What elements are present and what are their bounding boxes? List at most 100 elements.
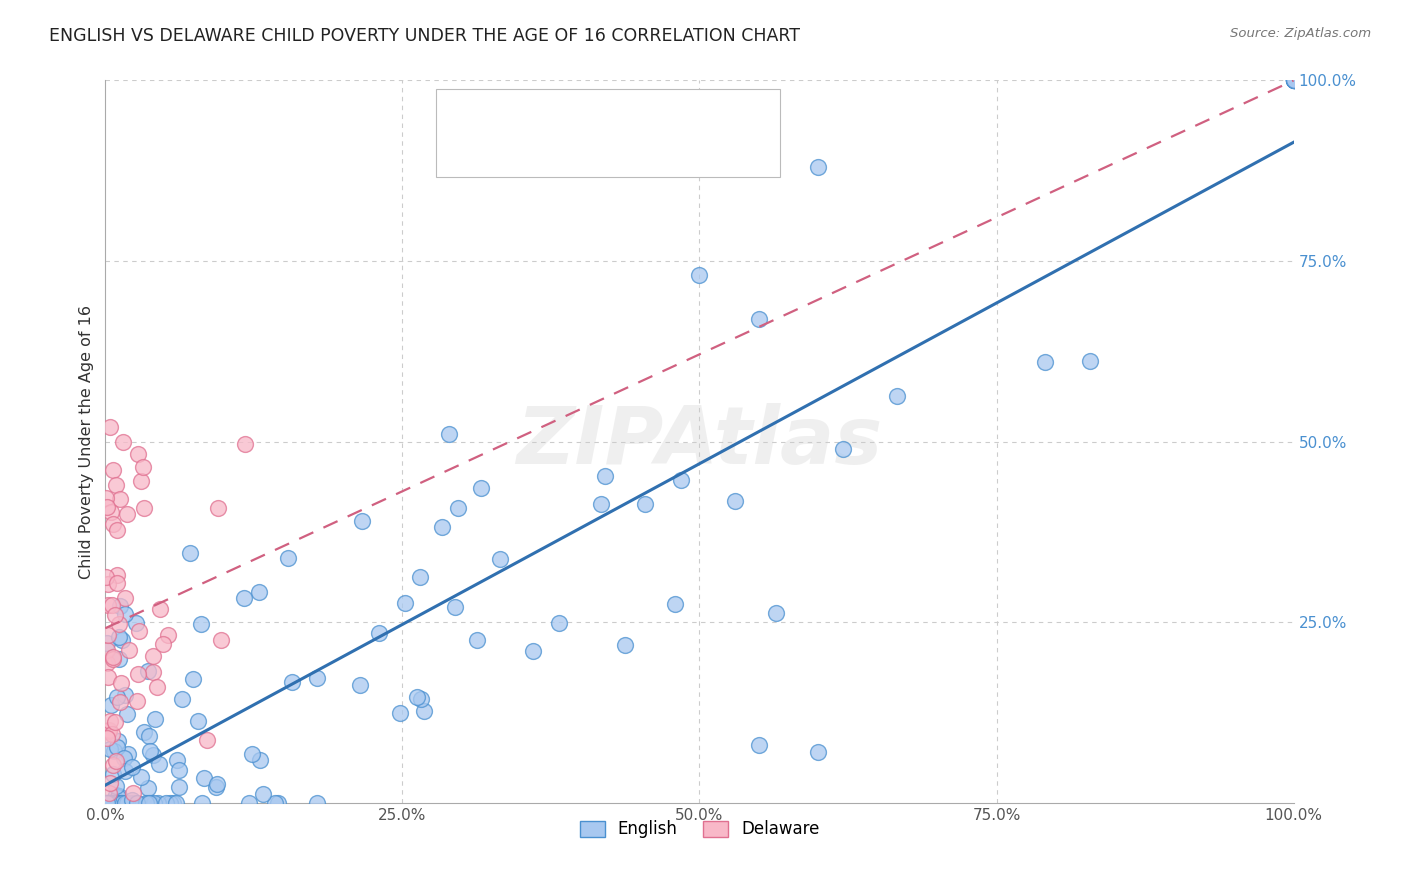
Point (105, 796, 128, 810)
Text: R =: R = (494, 141, 533, 159)
Point (155, 796, 177, 810)
Point (105, 478, 128, 492)
Point (107, 733, 129, 747)
Point (117, 796, 139, 810)
Point (148, 756, 170, 771)
Point (136, 665, 159, 679)
Point (100, 796, 122, 810)
Point (1282, 73, 1305, 87)
Point (107, 790, 129, 805)
Point (103, 796, 125, 810)
Point (139, 744, 162, 758)
Point (595, 468, 617, 483)
Point (96, 796, 118, 810)
Point (103, 652, 125, 666)
Point (1282, 73, 1305, 87)
Point (136, 796, 159, 810)
Point (1282, 73, 1305, 87)
Point (405, 690, 427, 705)
Point (886, 389, 908, 403)
Point (209, 633, 232, 648)
Point (264, 796, 287, 810)
Point (165, 796, 187, 810)
Point (108, 789, 131, 804)
Point (388, 706, 411, 720)
Point (111, 796, 134, 810)
Point (156, 627, 179, 641)
Point (138, 796, 160, 810)
Point (114, 796, 136, 810)
Point (101, 767, 124, 781)
Point (352, 515, 374, 529)
Point (97, 628, 120, 642)
Point (104, 754, 127, 768)
Point (105, 523, 128, 537)
Point (249, 753, 271, 767)
Point (267, 796, 290, 810)
Point (664, 597, 686, 611)
Point (97, 724, 120, 739)
Point (1282, 73, 1305, 87)
Point (98, 776, 121, 790)
Point (96, 500, 118, 514)
Point (121, 792, 143, 806)
Point (146, 680, 169, 694)
Point (232, 591, 254, 606)
Text: ENGLISH VS DELAWARE CHILD POVERTY UNDER THE AGE OF 16 CORRELATION CHART: ENGLISH VS DELAWARE CHILD POVERTY UNDER … (49, 27, 800, 45)
Point (142, 665, 165, 679)
Point (159, 796, 181, 810)
Point (97, 796, 120, 810)
Point (107, 568, 129, 582)
Text: N =: N = (596, 141, 648, 159)
Point (96, 796, 118, 810)
Point (103, 744, 125, 758)
Point (97, 599, 120, 613)
Point (172, 691, 194, 706)
Point (142, 748, 165, 763)
Point (409, 692, 432, 706)
Point (614, 638, 637, 652)
Point (111, 633, 134, 648)
Point (103, 650, 125, 665)
Point (233, 436, 256, 450)
Point (129, 474, 152, 488)
Point (443, 599, 465, 614)
Point (100, 505, 122, 519)
Point (108, 492, 131, 507)
Point (128, 624, 150, 639)
Point (634, 497, 657, 511)
Point (118, 643, 141, 657)
Point (1282, 73, 1305, 87)
Point (136, 780, 159, 795)
Point (465, 633, 488, 648)
Point (94, 796, 117, 810)
Point (104, 608, 127, 623)
Point (114, 796, 136, 810)
Point (107, 630, 129, 644)
Point (1033, 355, 1056, 369)
Point (1282, 73, 1305, 87)
Point (181, 672, 204, 686)
Point (240, 747, 263, 762)
Point (190, 617, 212, 632)
Point (97, 670, 120, 684)
Point (135, 796, 157, 810)
Point (94, 796, 117, 810)
Point (115, 706, 138, 721)
Point (195, 732, 218, 747)
Point (97, 723, 120, 738)
Point (98, 796, 121, 810)
Point (125, 616, 148, 631)
Point (108, 617, 131, 632)
Point (142, 648, 165, 663)
Point (125, 693, 148, 707)
Point (101, 599, 124, 613)
Point (97, 796, 120, 810)
Point (277, 551, 299, 566)
Point (96, 796, 118, 810)
Point (409, 570, 432, 584)
Point (765, 606, 787, 620)
Point (252, 787, 274, 801)
Point (101, 516, 124, 531)
Text: 0.603: 0.603 (533, 104, 583, 122)
